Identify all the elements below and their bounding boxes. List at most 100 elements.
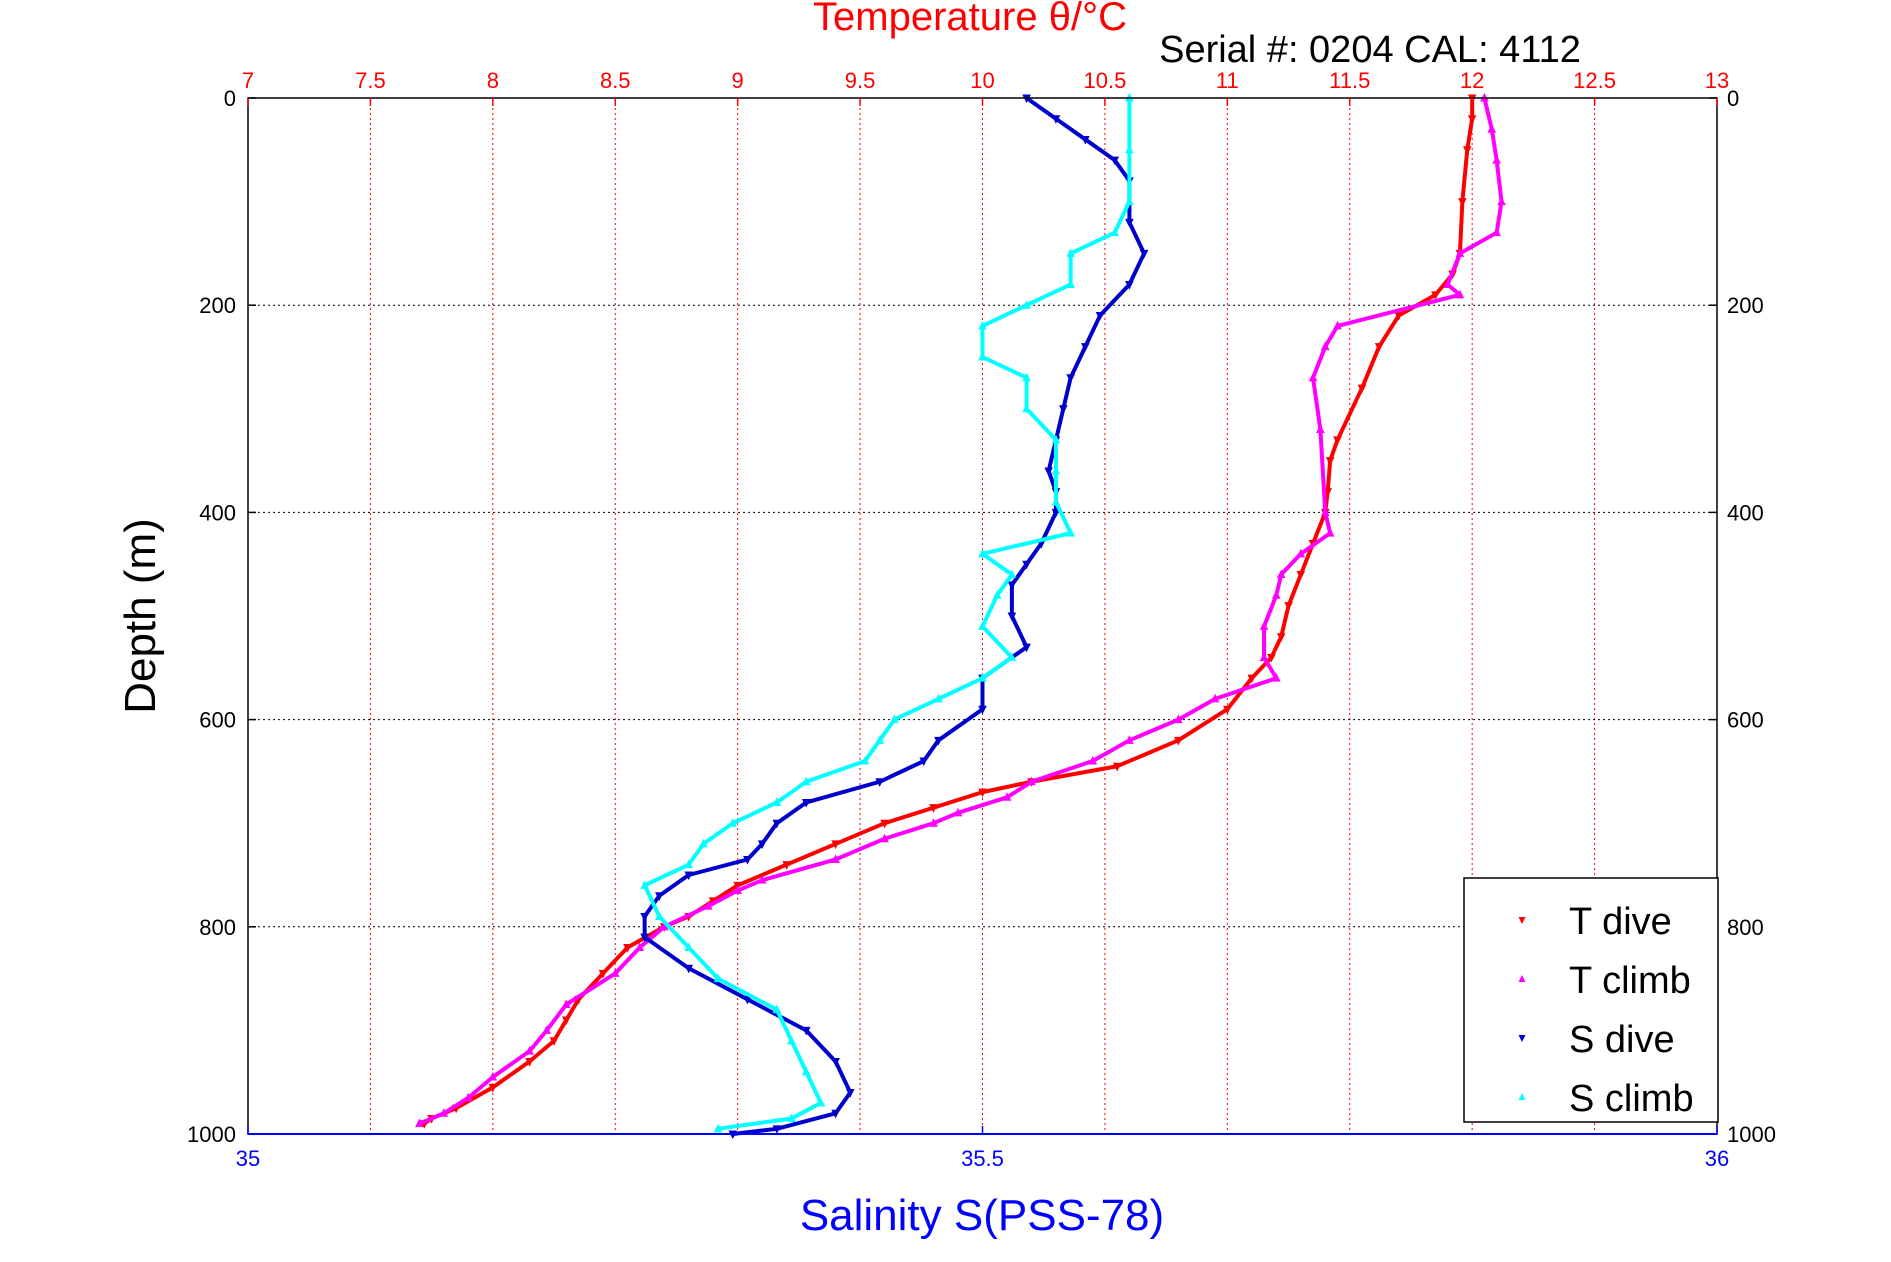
data-point: [733, 885, 742, 895]
data-point: [1110, 227, 1120, 237]
data-point: [525, 1057, 534, 1067]
tick-label-depth-left: 400: [199, 500, 236, 525]
data-point: [801, 1026, 811, 1036]
data-point: [1051, 115, 1061, 124]
tick-label-temperature: 7.5: [355, 68, 386, 93]
serial-annotation: Serial #: 0204 CAL: 4112: [1159, 29, 1581, 71]
data-point: [875, 735, 884, 744]
tick-label-depth-left: 200: [199, 293, 236, 318]
data-point: [1125, 218, 1134, 228]
data-point: [1066, 528, 1075, 537]
data-point: [1058, 405, 1068, 414]
tick-label-temperature: 10: [970, 68, 994, 93]
data-point: [1002, 792, 1012, 801]
data-point: [934, 693, 943, 703]
data-point: [1051, 508, 1061, 518]
data-point: [640, 933, 649, 943]
data-point: [1125, 735, 1134, 744]
data-point: [772, 819, 782, 829]
data-point: [1112, 762, 1122, 772]
data-point: [713, 973, 723, 983]
data-point: [992, 590, 1002, 599]
data-point: [1125, 280, 1134, 290]
data-point: [875, 778, 884, 787]
data-point: [801, 1066, 811, 1076]
data-point: [1259, 621, 1269, 630]
data-point: [1066, 374, 1075, 383]
tick-label-temperature: 12: [1460, 68, 1484, 93]
data-point: [1051, 465, 1061, 475]
data-point: [978, 351, 987, 361]
data-point: [699, 838, 708, 848]
data-point: [561, 1016, 571, 1026]
data-point: [1325, 457, 1335, 466]
data-point: [439, 1108, 449, 1117]
tick-label-temperature: 8: [487, 68, 499, 93]
data-point: [1081, 135, 1090, 145]
data-point: [1125, 196, 1134, 206]
legend-label: S climb: [1569, 1078, 1694, 1120]
data-point: [684, 859, 694, 869]
data-point: [831, 854, 840, 863]
data-point: [542, 1025, 552, 1034]
data-point: [1455, 289, 1465, 299]
data-point: [1007, 652, 1017, 661]
data-point: [684, 964, 694, 974]
legend-box: [1463, 877, 1719, 1123]
data-point: [1088, 755, 1097, 765]
data-point: [1431, 291, 1440, 300]
tick-label-salinity: 35: [236, 1146, 260, 1171]
data-point: [684, 942, 694, 952]
data-point: [549, 1037, 559, 1046]
data-point: [801, 776, 811, 786]
legend-label: S dive: [1569, 1019, 1675, 1061]
data-point: [831, 1057, 840, 1067]
legend-marker: [1518, 1093, 1526, 1100]
series-s-climb: [640, 92, 1134, 1133]
data-point: [1259, 652, 1269, 661]
data-point: [782, 861, 791, 870]
data-point: [1051, 434, 1061, 444]
chart-title: Temperature θ/°C: [813, 0, 1127, 39]
data-point: [635, 942, 645, 952]
data-point: [1316, 424, 1325, 434]
data-point: [1066, 248, 1075, 257]
legend-label: T dive: [1569, 901, 1672, 943]
data-point: [1333, 436, 1342, 445]
data-point: [1044, 467, 1053, 477]
legend-marker: [1518, 917, 1526, 924]
data-point: [953, 807, 963, 817]
data-point: [1492, 227, 1501, 237]
tick-label-depth-left: 800: [199, 915, 236, 940]
data-point: [623, 944, 632, 953]
data-point: [1267, 653, 1276, 663]
series-t-climb: [415, 92, 1506, 1128]
data-point: [860, 755, 870, 765]
data-point: [880, 819, 889, 829]
legend-marker: [1518, 1035, 1526, 1042]
data-point: [1271, 673, 1281, 682]
tick-label-temperature: 8.5: [600, 68, 631, 93]
data-point: [978, 548, 987, 558]
data-point: [525, 1046, 534, 1055]
data-point: [1333, 320, 1342, 330]
data-point: [1296, 571, 1306, 580]
data-point: [978, 621, 987, 630]
data-point: [787, 1113, 796, 1122]
data-point: [1174, 736, 1183, 746]
data-point: [1467, 115, 1477, 124]
tick-label-temperature: 10.5: [1084, 68, 1127, 93]
data-point: [816, 1097, 826, 1107]
tick-label-depth-right: 0: [1727, 86, 1739, 111]
data-point: [1223, 705, 1232, 715]
data-point: [1374, 343, 1384, 352]
data-point: [598, 969, 608, 979]
data-point: [757, 875, 767, 884]
data-point: [1320, 507, 1330, 516]
tick-label-temperature: 11.5: [1329, 68, 1370, 93]
data-point: [919, 757, 929, 767]
data-point: [831, 840, 840, 850]
data-point: [1284, 602, 1293, 611]
data-point: [831, 1109, 840, 1119]
